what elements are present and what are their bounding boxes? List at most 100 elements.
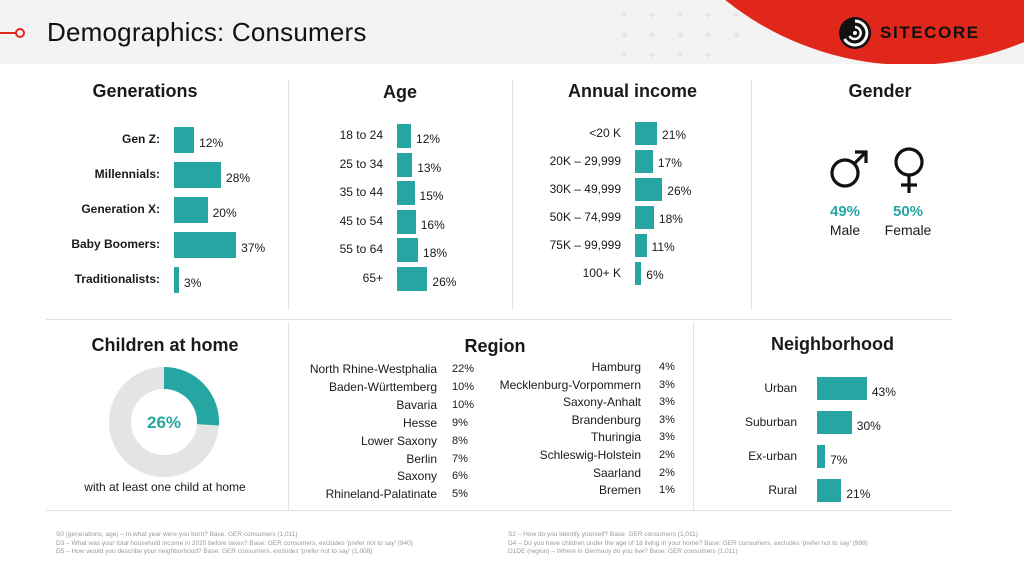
male-percent: 49% — [829, 203, 861, 220]
footnotes-right: S2 – How do you identify yourself? Base:… — [508, 531, 868, 557]
region-value: 3% — [659, 378, 675, 391]
generations-label: Generation X: — [81, 202, 160, 216]
footnote: D4 – Do you have children under the age … — [508, 539, 868, 547]
generations-label: Baby Boomers: — [71, 237, 160, 251]
svg-text:+: + — [732, 10, 740, 21]
income-bar — [635, 122, 658, 145]
neighborhood-label: Urban — [764, 380, 797, 395]
region-name: Mecklenburg-Vorpommern — [499, 377, 641, 392]
neighborhood-label: Suburban — [744, 414, 797, 429]
neighborhood-bar — [817, 479, 842, 502]
generations-label: Millennials: — [94, 167, 160, 181]
neighborhood-bar — [817, 445, 826, 468]
income-value: 21% — [662, 127, 687, 142]
region-name: Saarland — [592, 465, 641, 480]
age-value: 18% — [423, 246, 448, 260]
region-name: Schleswig-Holstein — [539, 448, 641, 462]
income-value: 11% — [651, 239, 675, 254]
svg-text:+: + — [620, 50, 628, 61]
age-value: 12% — [416, 132, 441, 146]
region-name: North Rhine-Westphalia — [309, 362, 437, 376]
region-value: 7% — [452, 452, 468, 465]
income-value: 26% — [667, 183, 692, 198]
region-name: Brandenburg — [571, 412, 641, 427]
income-label: 50K – 74,999 — [549, 209, 621, 224]
generations-bar — [174, 267, 180, 293]
svg-text:+: + — [648, 50, 656, 61]
age-value: 26% — [432, 274, 457, 289]
income-value: 18% — [658, 211, 683, 226]
neighborhood-bar — [817, 377, 867, 400]
generations-bar — [174, 127, 195, 153]
neighborhood-title: Neighborhood — [771, 334, 894, 354]
region-name: Rhineland-Palatinate — [325, 487, 437, 502]
region-value: 1% — [659, 484, 675, 497]
svg-text:+: + — [676, 30, 684, 41]
income-title: Annual income — [567, 81, 697, 101]
region-name: Bavaria — [396, 397, 437, 412]
income-value: 17% — [657, 155, 682, 170]
generations-value: 37% — [241, 241, 266, 255]
neighborhood-value: 21% — [846, 486, 871, 501]
region-value: 22% — [452, 363, 475, 375]
sitecore-logo: SITECORE — [838, 16, 980, 50]
age-bar — [397, 124, 412, 148]
children-donut-chart: 26% — [109, 367, 219, 477]
age-value: 13% — [417, 160, 442, 175]
decorative-arc: + + + + + + + + + + + + + + — [620, 0, 1024, 64]
generations-bar — [174, 197, 208, 223]
footnote: D3 – What was your total household incom… — [56, 539, 413, 547]
age-bar — [397, 238, 419, 262]
region-name: Hamburg — [591, 360, 641, 374]
footnote: D1DE (region) – Where in Germany do you … — [508, 548, 738, 555]
generations-value: 12% — [199, 136, 224, 150]
female-icon — [894, 147, 924, 193]
generations-label: Gen Z: — [122, 132, 160, 146]
generations-value: 20% — [212, 206, 237, 220]
svg-text:+: + — [676, 10, 684, 21]
sitecore-logo-text: SITECORE — [880, 23, 980, 42]
region-value: 10% — [452, 398, 475, 411]
age-label: 18 to 24 — [339, 128, 383, 142]
divider — [512, 80, 513, 310]
svg-text:+: + — [620, 30, 628, 41]
income-label: 20K – 29,999 — [549, 153, 621, 168]
income-bar — [635, 150, 653, 173]
footnote: D5 – How would you describe your neighbo… — [56, 548, 373, 555]
age-label: 55 to 64 — [339, 242, 383, 256]
female-label: Female — [884, 222, 932, 238]
region-value: 4% — [659, 361, 675, 373]
svg-text:+: + — [620, 10, 628, 21]
male-label: Male — [829, 222, 861, 238]
region-value: 3% — [659, 396, 675, 409]
sitecore-logo-icon — [839, 17, 871, 49]
region-name: Lower Saxony — [360, 433, 437, 448]
income-label: 30K – 49,999 — [549, 181, 621, 196]
age-bar — [397, 152, 413, 177]
generations-value: 28% — [226, 171, 251, 185]
region-value: 5% — [452, 488, 468, 501]
svg-text:+: + — [648, 30, 656, 41]
female-percent: 50% — [892, 203, 924, 220]
age-bar — [397, 181, 415, 205]
footnote: S2 – How do you identify yourself? Base:… — [508, 531, 698, 538]
donut-slice-children — [163, 367, 219, 426]
header-bar: + + + + + + + + + + + + + + Demographics: Consumers… — [0, 0, 1024, 64]
neighborhood-value: 30% — [856, 418, 881, 433]
region-name: Hesse — [402, 415, 437, 430]
region-value: 3% — [659, 413, 675, 426]
neighborhood-label: Rural — [768, 482, 797, 497]
region-value: 10% — [452, 380, 475, 393]
age-title: Age — [382, 82, 417, 102]
generations-label: Traditionalists: — [74, 272, 160, 286]
region-name: Baden-Württemberg — [328, 379, 437, 394]
svg-text:+: + — [676, 50, 684, 61]
age-value: 15% — [419, 189, 444, 203]
svg-text:+: + — [704, 50, 712, 61]
generations-bar — [174, 232, 237, 258]
age-label: 25 to 34 — [339, 156, 383, 171]
income-bar — [635, 234, 647, 257]
header-accent-line — [0, 32, 16, 34]
neighborhood-value: 43% — [871, 384, 896, 399]
divider — [46, 510, 952, 511]
